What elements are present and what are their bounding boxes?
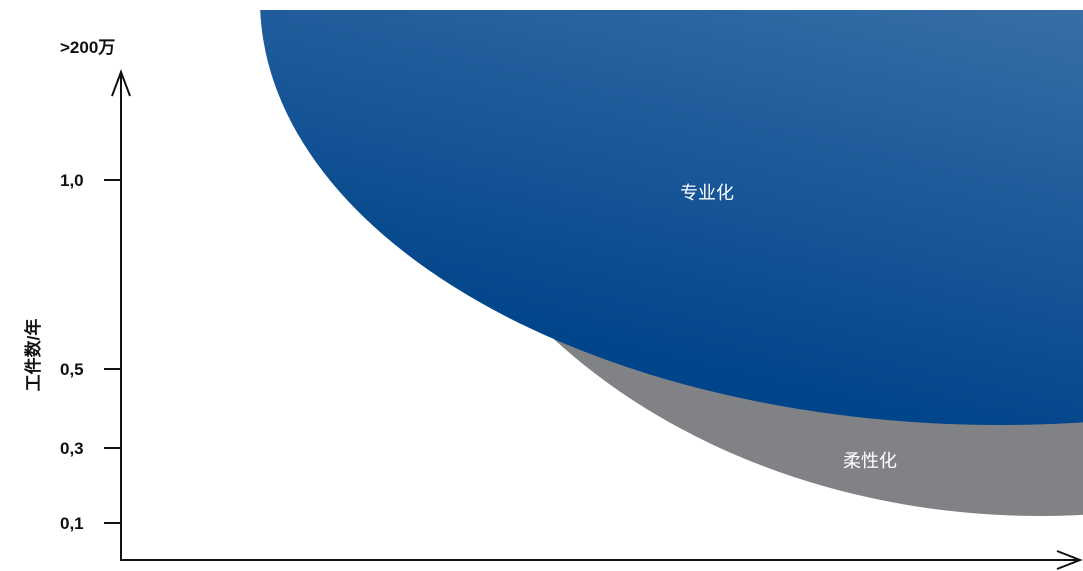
specialization-label: 专业化	[680, 183, 734, 203]
y-tick-label: 0,5	[60, 360, 84, 379]
x-axis-arrowhead	[1056, 550, 1083, 570]
flexibility-label: 柔性化	[843, 451, 897, 471]
y-tick-label: 0,1	[60, 514, 84, 533]
y-axis-title: 工件数/年	[23, 319, 43, 392]
y-tick-label: 0,3	[60, 439, 84, 458]
y-axis-top-label: >200万	[60, 38, 115, 57]
y-axis-arrowhead	[111, 69, 131, 97]
y-tick-label: 1,0	[60, 171, 84, 190]
specialization-region	[260, 10, 1083, 425]
